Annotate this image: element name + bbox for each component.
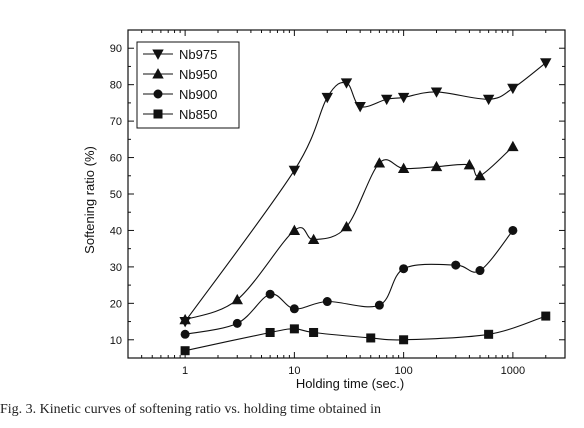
y-tick-label: 60 — [110, 153, 122, 165]
data-point-nb850 — [399, 335, 409, 345]
x-axis-title: Holding time (sec.) — [296, 376, 404, 391]
data-point-nb850 — [541, 311, 551, 321]
series-line-nb975 — [184, 62, 547, 322]
y-tick-label: 30 — [110, 262, 122, 274]
y-tick-label: 90 — [110, 43, 122, 55]
data-point-nb900 — [399, 264, 409, 274]
data-point-nb950 — [231, 293, 243, 305]
y-tick-label: 10 — [110, 335, 122, 347]
data-point-nb900 — [322, 297, 332, 307]
data-point-nb975 — [288, 165, 301, 177]
data-point-nb975 — [540, 58, 552, 69]
legend-marker-nb975 — [152, 49, 164, 60]
x-tick-label: 1 — [182, 365, 188, 377]
legend-marker-nb950 — [152, 68, 164, 79]
x-tick-label: 10 — [288, 365, 300, 377]
data-point-nb975 — [380, 94, 393, 106]
legend-label-nb850: Nb850 — [179, 107, 217, 122]
y-tick-label: 80 — [110, 80, 122, 92]
data-point-nb975 — [430, 87, 443, 98]
data-point-nb950 — [430, 160, 443, 172]
data-point-nb950 — [373, 157, 386, 168]
data-point-nb975 — [482, 94, 495, 106]
y-tick-label: 40 — [110, 225, 122, 237]
data-point-nb950 — [179, 313, 191, 325]
data-point-nb850 — [366, 333, 376, 343]
y-tick-label: 70 — [110, 116, 122, 128]
data-point-nb950 — [397, 162, 410, 173]
data-point-nb900 — [289, 304, 299, 314]
data-point-nb950 — [474, 169, 486, 181]
series-line-nb900 — [185, 230, 514, 335]
legend: Nb975 Nb950 Nb900 Nb850 — [136, 41, 240, 129]
data-point-nb900 — [475, 266, 485, 276]
data-point-nb975 — [321, 92, 333, 104]
legend-label-nb975: Nb975 — [179, 47, 217, 62]
data-point-nb950 — [307, 233, 320, 245]
data-point-nb950 — [463, 159, 476, 170]
data-point-nb900 — [374, 300, 384, 310]
y-axis-title: Softening ratio (%) — [82, 146, 97, 254]
data-point-nb975 — [354, 102, 366, 113]
data-point-nb900 — [232, 318, 242, 328]
data-point-nb850 — [289, 324, 299, 334]
data-point-nb850 — [265, 327, 275, 337]
y-tick-label: 20 — [110, 298, 122, 310]
series-line-nb950 — [184, 146, 514, 321]
data-point-nb900 — [180, 329, 190, 339]
data-point-nb975 — [340, 78, 353, 89]
figure-caption: Fig. 3. Kinetic curves of softening rati… — [0, 402, 382, 417]
x-tick-label: 100 — [394, 365, 412, 377]
y-tick-label: 50 — [110, 189, 122, 201]
legend-label-nb900: Nb900 — [179, 87, 217, 102]
data-point-nb900 — [451, 260, 461, 270]
legend-marker-nb850 — [153, 109, 163, 119]
data-point-nb900 — [265, 289, 275, 299]
legend-marker-nb900 — [153, 89, 163, 99]
data-point-nb950 — [507, 140, 519, 152]
x-tick-label: 1000 — [501, 365, 525, 377]
data-point-nb900 — [508, 225, 518, 235]
data-point-nb975 — [397, 92, 410, 104]
legend-label-nb950: Nb950 — [179, 67, 217, 82]
data-point-nb950 — [340, 220, 353, 232]
data-point-nb850 — [484, 329, 494, 339]
data-point-nb850 — [180, 346, 190, 356]
series-markers — [179, 58, 552, 356]
data-point-nb975 — [507, 83, 519, 95]
data-point-nb950 — [288, 224, 301, 235]
data-point-nb850 — [309, 327, 319, 337]
axes-layer: 1 10 100 1000 10 20 30 40 50 60 70 80 90 — [110, 29, 566, 377]
